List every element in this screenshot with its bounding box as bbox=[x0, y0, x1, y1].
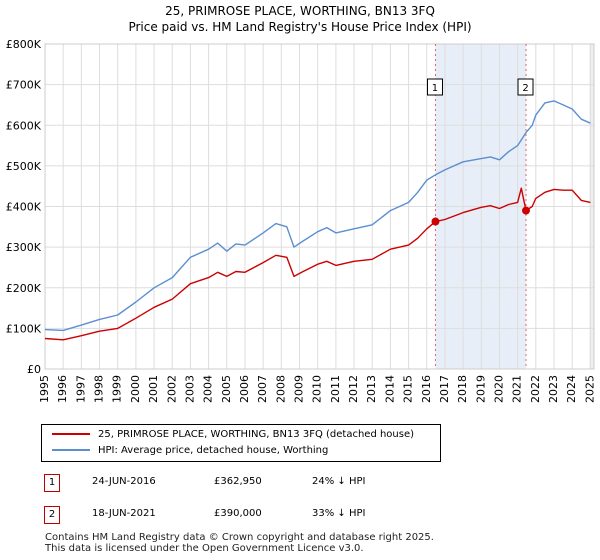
x-tick-label: 2010 bbox=[311, 375, 324, 403]
y-tick-label: £700K bbox=[6, 79, 42, 92]
y-tick-label: £200K bbox=[6, 282, 42, 295]
footer-copyright: Contains HM Land Registry data © Crown c… bbox=[45, 532, 434, 543]
x-tick-label: 2008 bbox=[274, 375, 287, 403]
marker-label-box bbox=[517, 78, 534, 96]
transaction-row: 1 24-JUN-2016 £362,950 24% ↓ HPI bbox=[0, 474, 600, 494]
legend-item-property: 25, PRIMROSE PLACE, WORTHING, BN13 3FQ (… bbox=[52, 429, 414, 443]
footer-licence: This data is licensed under the Open Gov… bbox=[45, 543, 364, 554]
x-tick-label: 1996 bbox=[56, 375, 69, 403]
x-tick-label: 2016 bbox=[420, 375, 433, 403]
x-tick-label: 1995 bbox=[38, 375, 51, 403]
x-tick-label: 2009 bbox=[293, 375, 306, 403]
x-tick-label: 2007 bbox=[256, 375, 269, 403]
transaction-date: 24-JUN-2016 bbox=[92, 476, 156, 487]
y-tick-label: £500K bbox=[6, 160, 42, 173]
x-tick-label: 2000 bbox=[129, 375, 142, 403]
marker-label-box bbox=[426, 78, 443, 96]
hpi-line bbox=[44, 100, 591, 332]
price-chart: £0 £100K £200K £300K £400K £500K £600K £700K £80… bbox=[6, 38, 597, 403]
x-tick-label: 2020 bbox=[492, 375, 505, 403]
hpi-line-swatch bbox=[52, 449, 90, 451]
x-tick-label: 2014 bbox=[383, 375, 396, 403]
transaction-hpi-delta: 24% ↓ HPI bbox=[312, 476, 366, 487]
x-tick-label: 1999 bbox=[111, 375, 124, 403]
x-tick-label: 2005 bbox=[220, 375, 233, 403]
x-tick-label: 2004 bbox=[202, 375, 215, 403]
chart-subtitle: Price paid vs. HM Land Registry's House … bbox=[128, 20, 472, 34]
transaction-price: £390,000 bbox=[214, 508, 262, 519]
transaction-number-badge: 1 bbox=[44, 474, 60, 492]
x-tick-label: 1997 bbox=[74, 375, 87, 403]
y-tick-label: £600K bbox=[6, 119, 42, 132]
marker-label: 1 bbox=[432, 83, 438, 94]
x-tick-label: 2017 bbox=[438, 375, 451, 403]
x-tick-label: 2006 bbox=[238, 375, 251, 403]
x-tick-label: 2023 bbox=[547, 375, 560, 403]
x-tick-label: 2019 bbox=[474, 375, 487, 403]
transaction-price: £362,950 bbox=[214, 476, 262, 487]
x-tick-label: 2012 bbox=[347, 375, 360, 403]
x-tick-label: 2024 bbox=[565, 375, 578, 403]
x-tick-label: 2021 bbox=[511, 375, 524, 403]
transaction-date: 18-JUN-2021 bbox=[92, 508, 156, 519]
x-tick-label: 2022 bbox=[529, 375, 542, 403]
legend-item-hpi: HPI: Average price, detached house, Wort… bbox=[52, 445, 328, 459]
x-tick-label: 2011 bbox=[329, 375, 342, 403]
x-tick-label: 2015 bbox=[402, 375, 415, 403]
y-tick-label: £800K bbox=[6, 38, 42, 51]
y-tick-label: £300K bbox=[6, 241, 42, 254]
legend: 25, PRIMROSE PLACE, WORTHING, BN13 3FQ (… bbox=[41, 424, 441, 462]
transaction-row: 2 18-JUN-2021 £390,000 33% ↓ HPI bbox=[0, 506, 600, 526]
marker-label: 2 bbox=[522, 83, 528, 94]
chart-title: 25, PRIMROSE PLACE, WORTHING, BN13 3FQ bbox=[165, 4, 435, 18]
x-tick-label: 2002 bbox=[165, 375, 178, 403]
x-tick-label: 2001 bbox=[147, 375, 160, 403]
plot-frame bbox=[44, 43, 595, 370]
y-tick-label: £100K bbox=[6, 322, 42, 335]
sale-point bbox=[522, 206, 531, 215]
y-tick-label: £400K bbox=[6, 201, 42, 214]
sale-point bbox=[431, 217, 440, 226]
transaction-hpi-delta: 33% ↓ HPI bbox=[312, 508, 366, 519]
transaction-number-badge: 2 bbox=[44, 506, 60, 524]
x-tick-label: 2018 bbox=[456, 375, 469, 403]
y-tick-label: £0 bbox=[27, 363, 41, 376]
x-tick-label: 2025 bbox=[583, 375, 596, 403]
legend-hpi-label: HPI: Average price, detached house, Wort… bbox=[98, 445, 329, 456]
property-line-swatch bbox=[52, 433, 90, 435]
x-tick-label: 1998 bbox=[93, 375, 106, 403]
legend-property-label: 25, PRIMROSE PLACE, WORTHING, BN13 3FQ (… bbox=[98, 429, 415, 440]
x-tick-label: 2003 bbox=[183, 375, 196, 403]
x-tick-label: 2013 bbox=[365, 375, 378, 403]
